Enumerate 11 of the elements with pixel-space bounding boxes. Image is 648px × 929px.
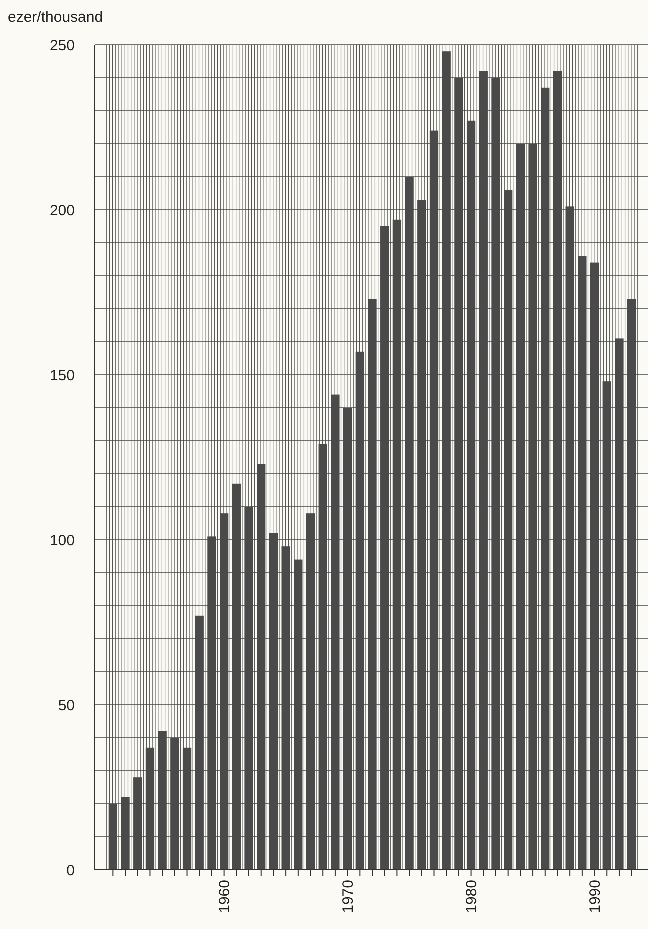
y-tick-label: 200 (50, 202, 75, 220)
y-tick-label: 150 (50, 367, 75, 384)
y-tick-label: 0 (66, 862, 75, 880)
x-tick-label: 1960 (216, 880, 234, 914)
y-tick-label: 100 (50, 532, 75, 550)
y-tick-label: 50 (58, 697, 75, 714)
x-tick-label: 1980 (464, 880, 481, 914)
y-axis-title: ezer/thousand (8, 9, 104, 26)
y-tick-label: 250 (50, 37, 75, 54)
x-tick-label: 1990 (587, 880, 604, 914)
x-tick-label: 1970 (340, 880, 358, 914)
